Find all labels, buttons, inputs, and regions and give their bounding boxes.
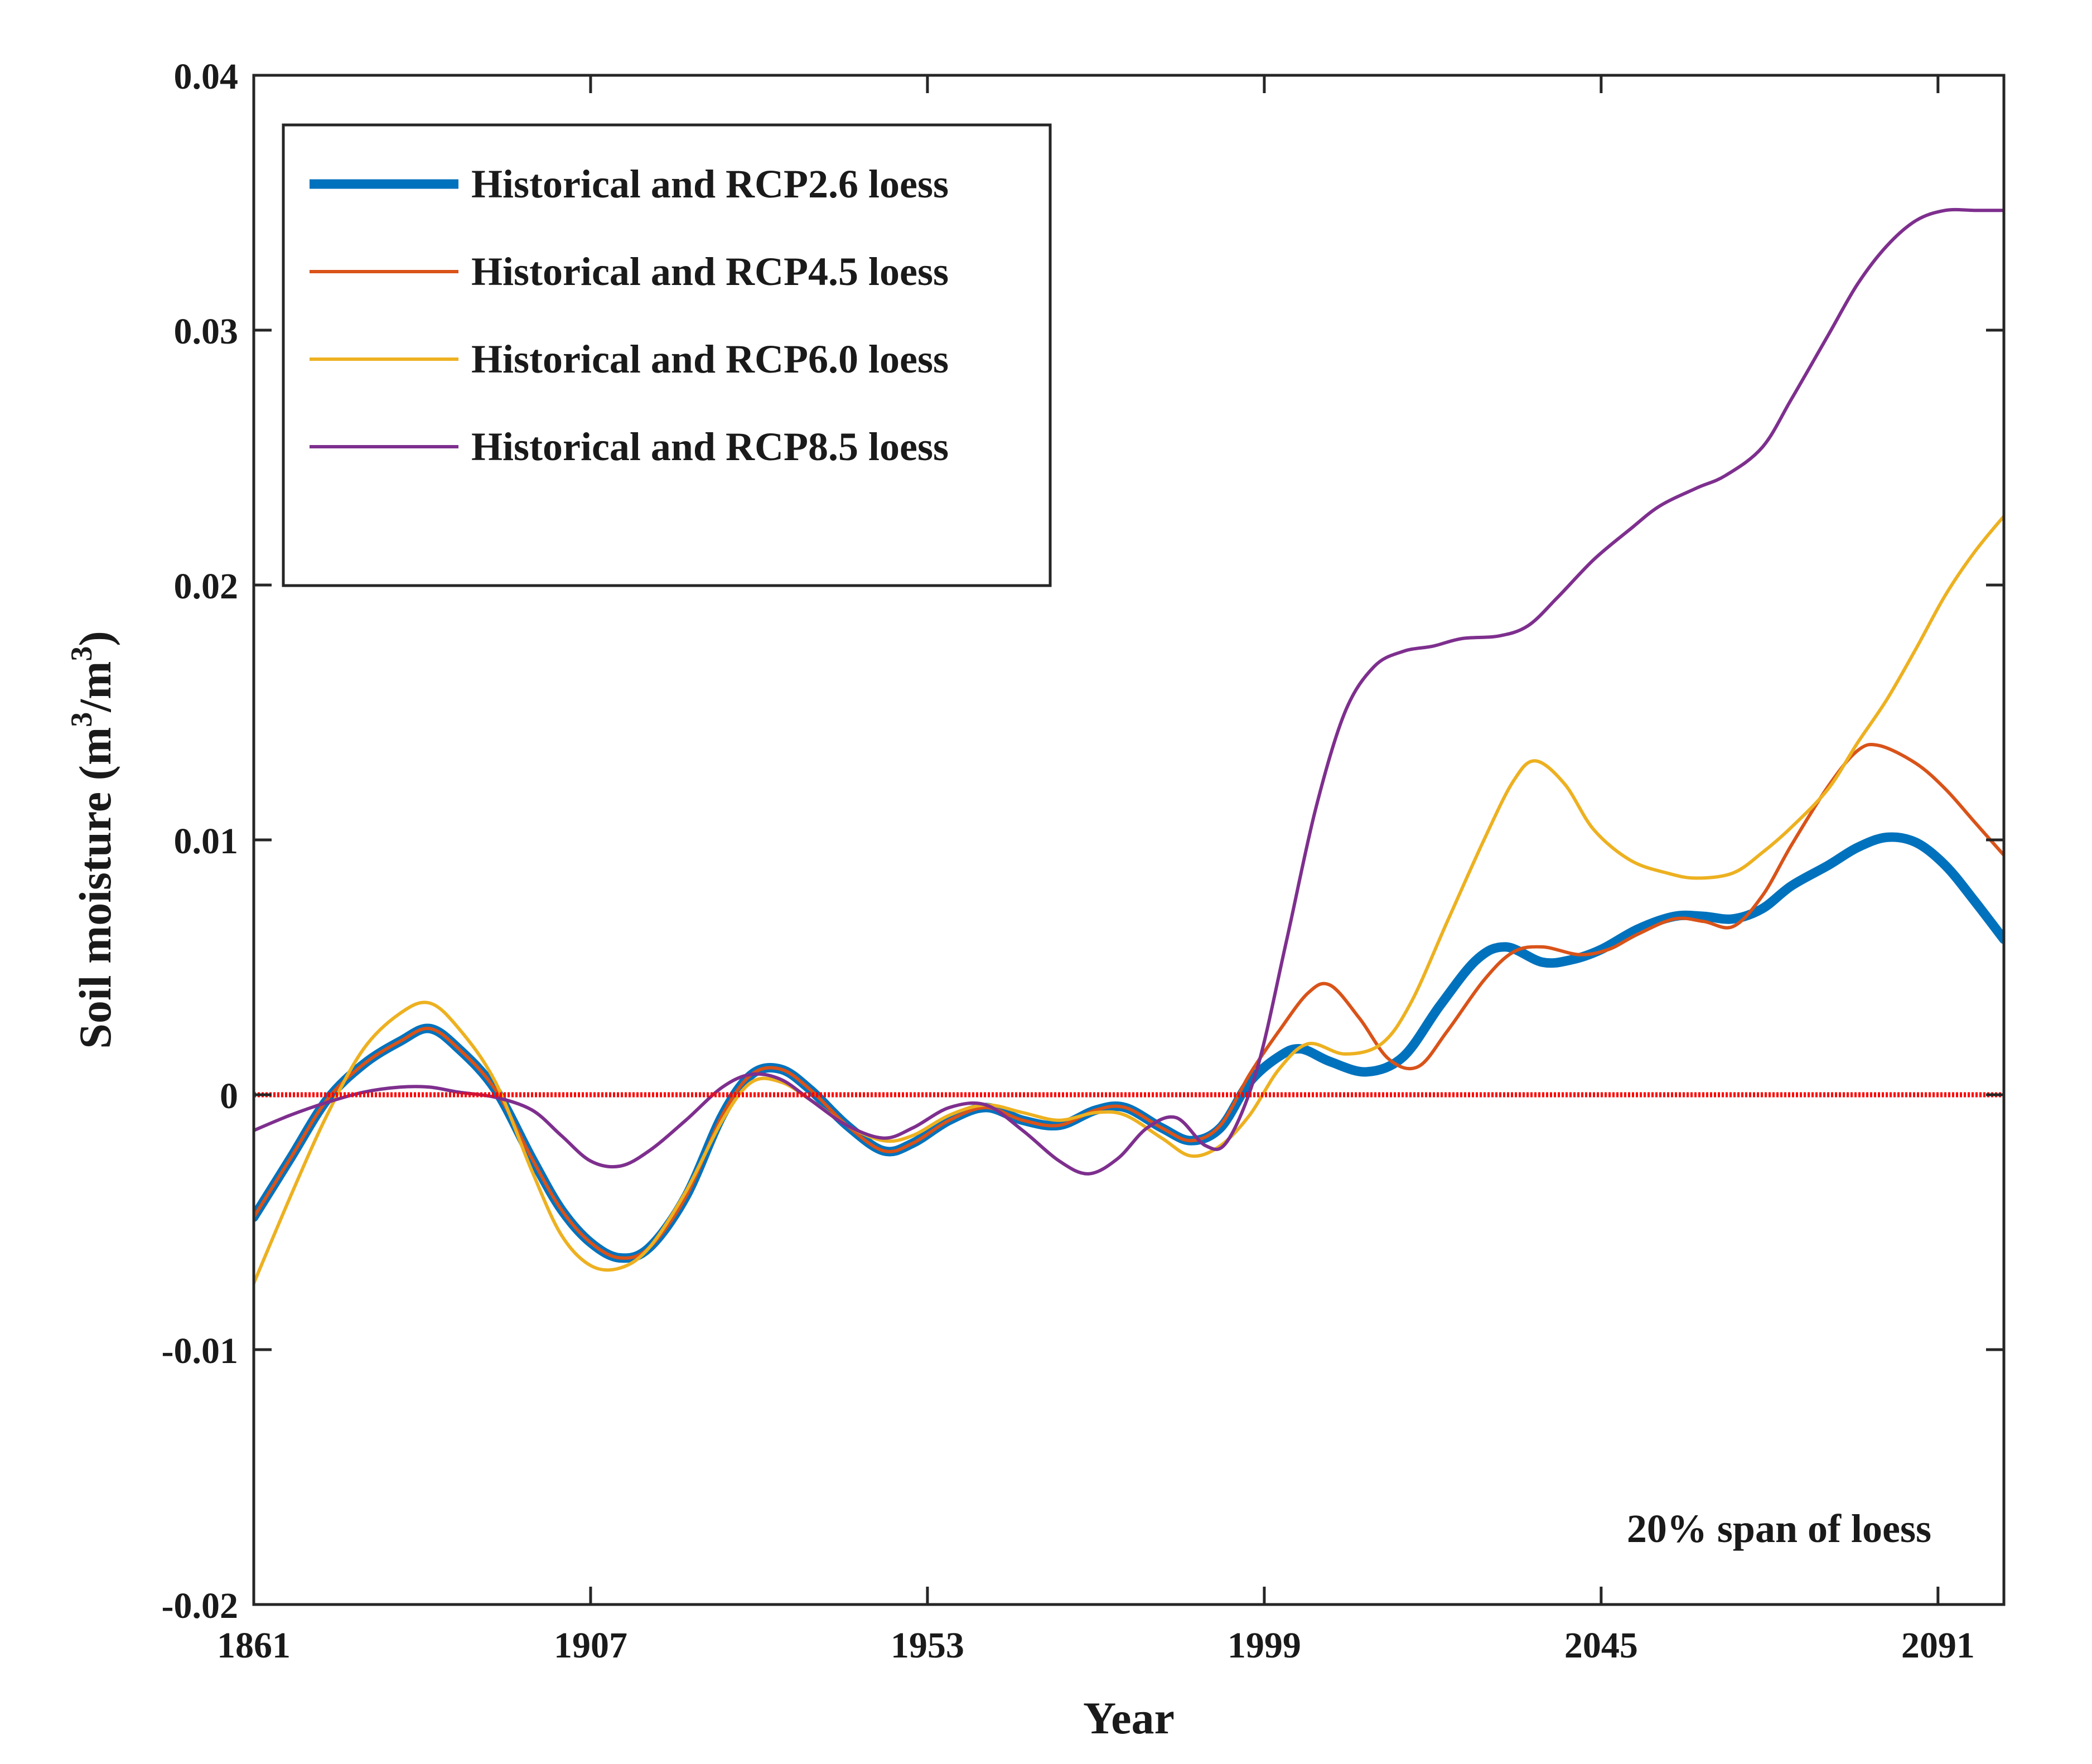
series-layer	[254, 207, 2004, 1285]
x-tick-label: 2091	[1901, 1625, 1975, 1666]
x-tick-label: 1861	[217, 1625, 291, 1666]
y-axis-title-mid: /m	[70, 661, 120, 713]
ticks-layer: 1861 1907 1953 1999 2045 2091 -0.02 -0.01 0 0.01 0…	[162, 56, 2004, 1666]
y-tick-label: 0.01	[174, 821, 239, 862]
legend: Historical and RCP2.6 loess Historical an…	[282, 123, 1052, 587]
series-line-3	[254, 514, 2004, 1285]
y-axis-title: Soil moisture (m3/m3)	[65, 631, 120, 1048]
y-tick-label: -0.01	[162, 1331, 238, 1371]
span-annotation: 20% span of loess	[1627, 1506, 1931, 1551]
y-tick-label: 0.03	[174, 311, 239, 352]
series-line-4	[254, 207, 2004, 1176]
y-tick-label: 0.02	[174, 566, 239, 607]
legend-box	[282, 123, 1052, 587]
x-tick-label: 1953	[891, 1625, 964, 1666]
x-tick-label: 1999	[1228, 1625, 1301, 1666]
y-tick-label: 0.04	[174, 56, 239, 97]
series-line-2	[254, 742, 2004, 1260]
y-axis-title-end: )	[70, 631, 120, 646]
legend-label-3: Historical and RCP6.0 loess	[471, 337, 949, 381]
legend-label-2: Historical and RCP4.5 loess	[471, 249, 949, 294]
y-tick-label: -0.02	[162, 1586, 238, 1626]
y-axis-title-sup1: 3	[65, 712, 98, 727]
legend-label-1: Historical and RCP2.6 loess	[471, 162, 949, 206]
x-axis-title: Year	[1083, 1693, 1175, 1743]
legend-entries: Historical and RCP2.6 loess Historical an…	[310, 162, 949, 469]
x-tick-label: 2045	[1564, 1625, 1638, 1666]
legend-label-4: Historical and RCP8.5 loess	[471, 424, 949, 469]
y-axis-title-main: Soil moisture (m	[70, 727, 120, 1049]
y-tick-label: 0	[220, 1076, 238, 1117]
x-tick-label: 1907	[554, 1625, 627, 1666]
y-axis-title-sup2: 3	[65, 646, 98, 661]
